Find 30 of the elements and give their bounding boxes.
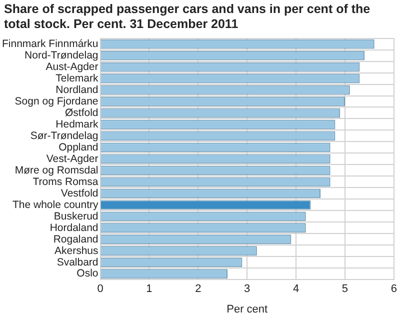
x-tick-label: 3 xyxy=(244,283,250,296)
y-tick-label: Hordaland xyxy=(50,222,98,234)
x-axis-title: Per cent xyxy=(226,303,268,316)
y-tick-label: Østfold xyxy=(65,106,98,119)
y-tick-label: Aust-Agder xyxy=(46,60,99,73)
y-tick-label: Oslo xyxy=(76,268,98,280)
y-tick-label: Buskerud xyxy=(54,210,98,222)
y-tick-label: Hedmark xyxy=(56,118,100,130)
x-tick-label: 1 xyxy=(146,283,152,296)
y-tick-label: The whole country xyxy=(12,198,100,211)
y-tick-label: Telemark xyxy=(56,72,100,84)
y-tick-label: Vestfold xyxy=(60,187,98,200)
x-tick-label: 0 xyxy=(97,283,104,296)
chart-title: Share of scrapped passenger cars and vans in per cent of the total stock. Per cent. 31 December 2011 xyxy=(4,2,372,32)
y-tick-label: Sør-Trøndelag xyxy=(30,130,98,142)
y-tick-label: Vest-Agder xyxy=(46,152,99,165)
y-tick-label: Akershus xyxy=(54,244,98,257)
y-tick-label: Svalbard xyxy=(56,256,98,268)
y-tick-label: Oppland xyxy=(58,141,98,154)
y-tick-label: Nordland xyxy=(56,84,98,96)
y-tick-label: Rogaland xyxy=(53,233,98,246)
y-tick-label: Møre og Romsdal xyxy=(14,164,98,176)
y-tick-label: Troms Romsa xyxy=(32,176,98,188)
x-tick-label: 2 xyxy=(195,283,202,296)
y-tick-label: Nord-Trøndelag xyxy=(24,49,98,62)
x-tick-label: 4 xyxy=(292,283,300,296)
y-tick-label: Finnmark Finnmárku xyxy=(2,38,98,50)
x-tick-label: 5 xyxy=(342,283,348,296)
x-tick-label: 6 xyxy=(390,283,398,296)
y-tick-label: Sogn og Fjordane xyxy=(14,95,98,108)
